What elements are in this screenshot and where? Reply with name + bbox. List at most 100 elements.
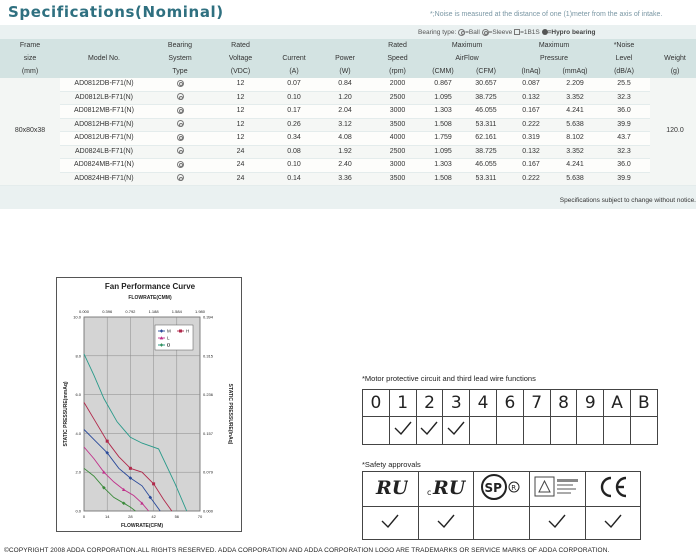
legend-label: H: [186, 329, 189, 334]
model-cell: AD0824HB-F71(N): [60, 172, 148, 186]
x-tick-label: 0: [83, 514, 86, 519]
ball-bearing-icon: [176, 133, 184, 141]
speed-cell: 3000: [371, 158, 424, 173]
noise-cell: 32.3: [598, 91, 650, 105]
svg-text:SP: SP: [484, 481, 502, 495]
y2-axis-label: STATIC PRESSURE(InAq): [227, 384, 233, 445]
fan-performance-chart: Fan Performance Curve FLOWRATE(CMM) 0 0.000…: [56, 277, 242, 532]
header-model: [60, 39, 148, 52]
data-point: [105, 451, 109, 455]
function-check-cell: [522, 416, 551, 445]
function-check-cell: [388, 416, 417, 445]
header-speed: (rpm): [371, 65, 424, 78]
header-power: [319, 39, 371, 52]
inaq-cell: 0.319: [510, 131, 552, 146]
top-tick-label: 1.584: [172, 309, 183, 314]
header-unit-inaq: (InAq): [510, 65, 552, 78]
speed-cell: 2500: [371, 91, 424, 105]
ul-recognized-icon: RU: [372, 476, 410, 503]
mmaq-cell: 4.241: [552, 158, 598, 173]
cmm-cell: 1.095: [424, 91, 462, 105]
spec-row: AD0824LB-F71(N) 24 0.08 1.92 2500 1.095 38.725…: [0, 145, 696, 159]
spec-row: AD0812LB-F71(N) 12 0.10 1.20 2500 1.095 38.725…: [0, 91, 696, 105]
data-point: [179, 329, 182, 333]
cmm-cell: 1.303: [424, 104, 462, 119]
data-point: [121, 501, 126, 506]
header-current: [269, 39, 319, 52]
function-code: 0: [362, 389, 390, 417]
bearing-ball-label: =Ball: [465, 29, 480, 36]
top-tick-label: 0.396: [102, 309, 113, 314]
data-point: [148, 495, 153, 500]
tuv-icon: [534, 475, 580, 504]
spec-row: AD0812HB-F71(N) 12 0.26 3.12 3500 1.508 53.311…: [0, 118, 696, 132]
y2-tick-label: 0.394: [203, 315, 214, 320]
inaq-cell: 0.167: [510, 158, 552, 173]
header-model: Model No.: [60, 52, 148, 65]
bearing-cell: [148, 131, 212, 146]
noise-cell: 32.3: [598, 145, 650, 159]
data-point: [102, 470, 106, 474]
current-cell: 0.26: [269, 118, 319, 132]
legend-label: L: [167, 336, 170, 341]
svg-text:c: c: [427, 488, 431, 497]
power-cell: 3.12: [319, 118, 371, 132]
header-current: Current: [269, 52, 319, 65]
cfm-cell: 53.311: [462, 172, 510, 186]
voltage-cell: 12: [212, 131, 269, 146]
chart-title: Fan Performance Curve: [105, 282, 196, 291]
function-check-cell: [629, 416, 658, 445]
header-noise: (dB/A): [598, 65, 650, 78]
spec-row: AD0812UB-F71(N) 12 0.34 4.08 4000 1.759 62.161…: [0, 131, 696, 146]
ce-icon: [597, 475, 629, 504]
bearing-legend-label: Bearing type:: [418, 29, 457, 36]
safety-approvals-table: RU c RU SP R: [362, 471, 642, 540]
x-tick-label: 42: [151, 514, 156, 519]
svg-text:R: R: [511, 484, 516, 492]
cmm-cell: 1.508: [424, 118, 462, 132]
speed-cell: 3500: [371, 118, 424, 132]
current-cell: 0.10: [269, 158, 319, 173]
y-axis-label: STATIC PRESSURE(mmAq): [63, 381, 69, 446]
data-point: [102, 485, 106, 490]
model-cell: AD0812MB-F71(N): [60, 104, 148, 119]
y-tick-label: 4.0: [75, 431, 81, 436]
chart-top-axis-label: FLOWRATE(CMM): [128, 295, 172, 301]
series-line-M: [83, 429, 161, 512]
function-code: 3: [442, 389, 471, 417]
motor-functions-title: *Motor protective circuit and third lead…: [362, 374, 536, 383]
bearing-hypro-label: =Hypro bearing: [547, 29, 596, 36]
ball-bearing-icon: [176, 93, 184, 101]
safety-approvals-title: *Safety approvals: [362, 460, 421, 469]
cmm-cell: 1.508: [424, 172, 462, 186]
function-code: B: [629, 389, 658, 417]
data-point: [128, 476, 133, 480]
weight-cell: 120.0: [650, 78, 696, 186]
other-bearing-icon: [514, 29, 521, 36]
function-code: 8: [549, 389, 578, 417]
header-speed: Speed: [371, 52, 424, 65]
bearing-legend: Bearing type: =Ball =Sleeve =1B1S =Hypro…: [418, 27, 696, 39]
function-code: 2: [415, 389, 444, 417]
check-mark-icon: [548, 514, 566, 528]
check-mark-icon: [604, 514, 622, 528]
approval-logo-cell: c RU: [417, 471, 475, 507]
data-point: [152, 482, 156, 486]
inaq-cell: 0.132: [510, 145, 552, 159]
voltage-cell: 12: [212, 118, 269, 132]
spec-row: AD0812MB-F71(N) 12 0.17 2.04 3000 1.303 46.055…: [0, 104, 696, 119]
approval-logo-cell: [584, 471, 642, 507]
top-tick-label: 1.188: [149, 309, 160, 314]
bearing-cell: [148, 158, 212, 173]
frame-size-cell: 80x80x38: [0, 78, 60, 186]
noise-cell: 25.5: [598, 78, 650, 92]
model-cell: AD0824MB-F71(N): [60, 158, 148, 173]
speed-cell: 2500: [371, 145, 424, 159]
function-code: 1: [388, 389, 417, 417]
header-bearing: Bearing: [148, 39, 212, 52]
y-tick-label: 10.0: [73, 315, 82, 320]
header-noise: Level: [598, 52, 650, 65]
cfm-cell: 38.725: [462, 145, 510, 159]
power-cell: 0.84: [319, 78, 371, 92]
mmaq-cell: 3.352: [552, 91, 598, 105]
